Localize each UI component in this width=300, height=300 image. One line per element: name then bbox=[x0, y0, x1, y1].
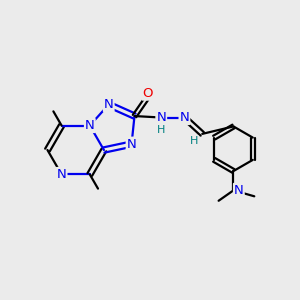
Text: N: N bbox=[234, 184, 244, 197]
Text: N: N bbox=[85, 119, 95, 132]
Text: O: O bbox=[142, 87, 153, 100]
Text: H: H bbox=[190, 136, 198, 146]
Text: N: N bbox=[156, 111, 166, 124]
Text: H: H bbox=[157, 125, 165, 135]
Text: N: N bbox=[57, 168, 67, 181]
Text: N: N bbox=[104, 98, 114, 111]
Text: N: N bbox=[127, 138, 136, 151]
Text: N: N bbox=[180, 111, 189, 124]
